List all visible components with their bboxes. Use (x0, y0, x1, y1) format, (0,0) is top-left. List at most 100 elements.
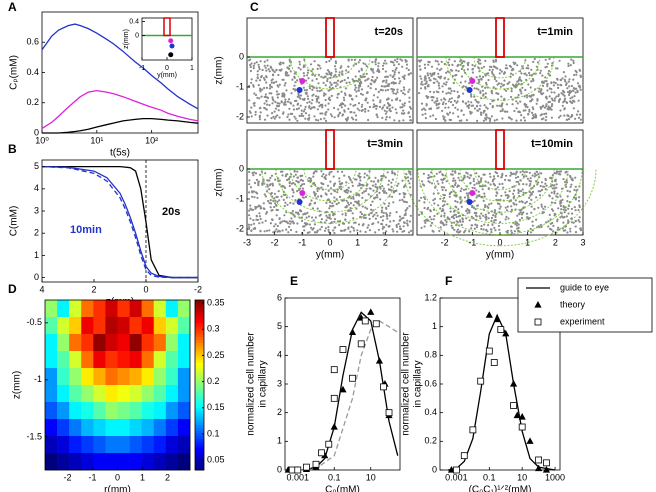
cell-dot (477, 175, 480, 178)
cell-dot (369, 195, 372, 198)
cell-dot (335, 203, 338, 206)
theory-marker (339, 385, 347, 393)
x-tick-label: -2 (441, 237, 449, 247)
cell-dot (454, 205, 457, 208)
cell-dot (257, 184, 260, 187)
cell-dot (440, 60, 443, 64)
cell-dot (325, 214, 328, 217)
cell-dot (525, 175, 528, 178)
cell-dot (276, 208, 279, 212)
cell-dot (512, 196, 515, 199)
cell-dot (316, 89, 319, 92)
cell-dot (426, 72, 429, 75)
cell-dot (317, 97, 320, 100)
cell-dot (419, 87, 423, 90)
cell-dot (550, 201, 553, 204)
cell-dot (250, 78, 253, 81)
cell-dot (332, 184, 336, 187)
cell-dot (286, 66, 289, 69)
cell-dot (333, 81, 336, 84)
cell-dot (551, 99, 554, 102)
cell-dot (408, 115, 411, 118)
cell-dot (576, 82, 580, 85)
cell-dot (266, 179, 269, 182)
cell-dot (493, 77, 496, 81)
cell-dot (527, 83, 530, 86)
cell-dot (449, 207, 452, 210)
cell-dot (360, 88, 364, 91)
cell-dot (443, 214, 446, 217)
cell-dot (263, 78, 266, 81)
heat-cell (57, 436, 70, 454)
colorbar-step (195, 402, 204, 406)
cell-dot (479, 90, 482, 93)
cell-dot (338, 71, 341, 74)
cell-dot (485, 215, 488, 218)
cell-dot (340, 106, 343, 109)
cell-dot (275, 228, 278, 231)
cell-dot (396, 97, 399, 100)
colorbar-step (195, 342, 204, 346)
cell-dot (372, 189, 375, 192)
cell-dot (408, 100, 411, 103)
cell-dot (520, 200, 523, 203)
cell-dot (273, 117, 276, 120)
heat-cell (141, 453, 155, 471)
cell-dot (253, 104, 256, 107)
cell-dot (488, 119, 492, 123)
cell-dot (374, 176, 377, 179)
cell-dot (442, 101, 445, 104)
colorbar-step (195, 407, 204, 411)
heat-cell (117, 453, 130, 471)
cell-dot (420, 211, 423, 214)
cell-dot (566, 90, 570, 94)
cell-dot (259, 111, 262, 114)
cell-dot (257, 180, 260, 183)
cell-dot (378, 105, 381, 108)
cell-dot (473, 65, 476, 68)
cell-dot (514, 62, 517, 65)
cell-dot (285, 71, 288, 74)
cell-dot (371, 61, 374, 64)
cell-dot (286, 203, 289, 206)
cell-dot (364, 206, 367, 209)
cell-dot (268, 92, 271, 95)
cell-dot (456, 221, 459, 224)
cell-dot (492, 214, 495, 217)
x-tick-label: 1000 (545, 472, 565, 482)
cell-cluster (469, 190, 476, 196)
cell-dot (531, 106, 534, 109)
cell-dot (543, 185, 546, 188)
cell-dot (278, 199, 281, 202)
heat-cell (177, 334, 191, 352)
cell-dot (572, 107, 575, 110)
cell-dot (359, 211, 362, 214)
cell-dot (523, 102, 526, 105)
cell-dot (250, 223, 253, 226)
cell-dot (339, 220, 342, 223)
cell-dot (536, 61, 540, 64)
cell-dot (568, 190, 572, 193)
cell-dot (277, 85, 280, 88)
cell-dot (440, 178, 443, 181)
cell-dot (408, 205, 411, 208)
cell-dot (269, 206, 272, 209)
cell-dot (253, 62, 256, 65)
cell-dot (276, 200, 279, 203)
heat-cell (129, 419, 142, 437)
cell-dot (399, 80, 402, 83)
cell-dot (491, 72, 494, 75)
cell-dot (374, 60, 377, 64)
cell-dot (432, 230, 435, 233)
cell-dot (552, 230, 555, 233)
cell-dot (473, 199, 476, 202)
x-axis-label: y(mm) (486, 250, 514, 261)
cell-dot (386, 75, 389, 78)
cell-dot (462, 92, 465, 95)
heat-cell (105, 385, 118, 403)
cell-dot (500, 176, 503, 179)
experiment-marker (469, 426, 477, 434)
cell-dot (396, 88, 399, 91)
cell-dot (518, 218, 522, 221)
cell-dot (504, 110, 507, 113)
